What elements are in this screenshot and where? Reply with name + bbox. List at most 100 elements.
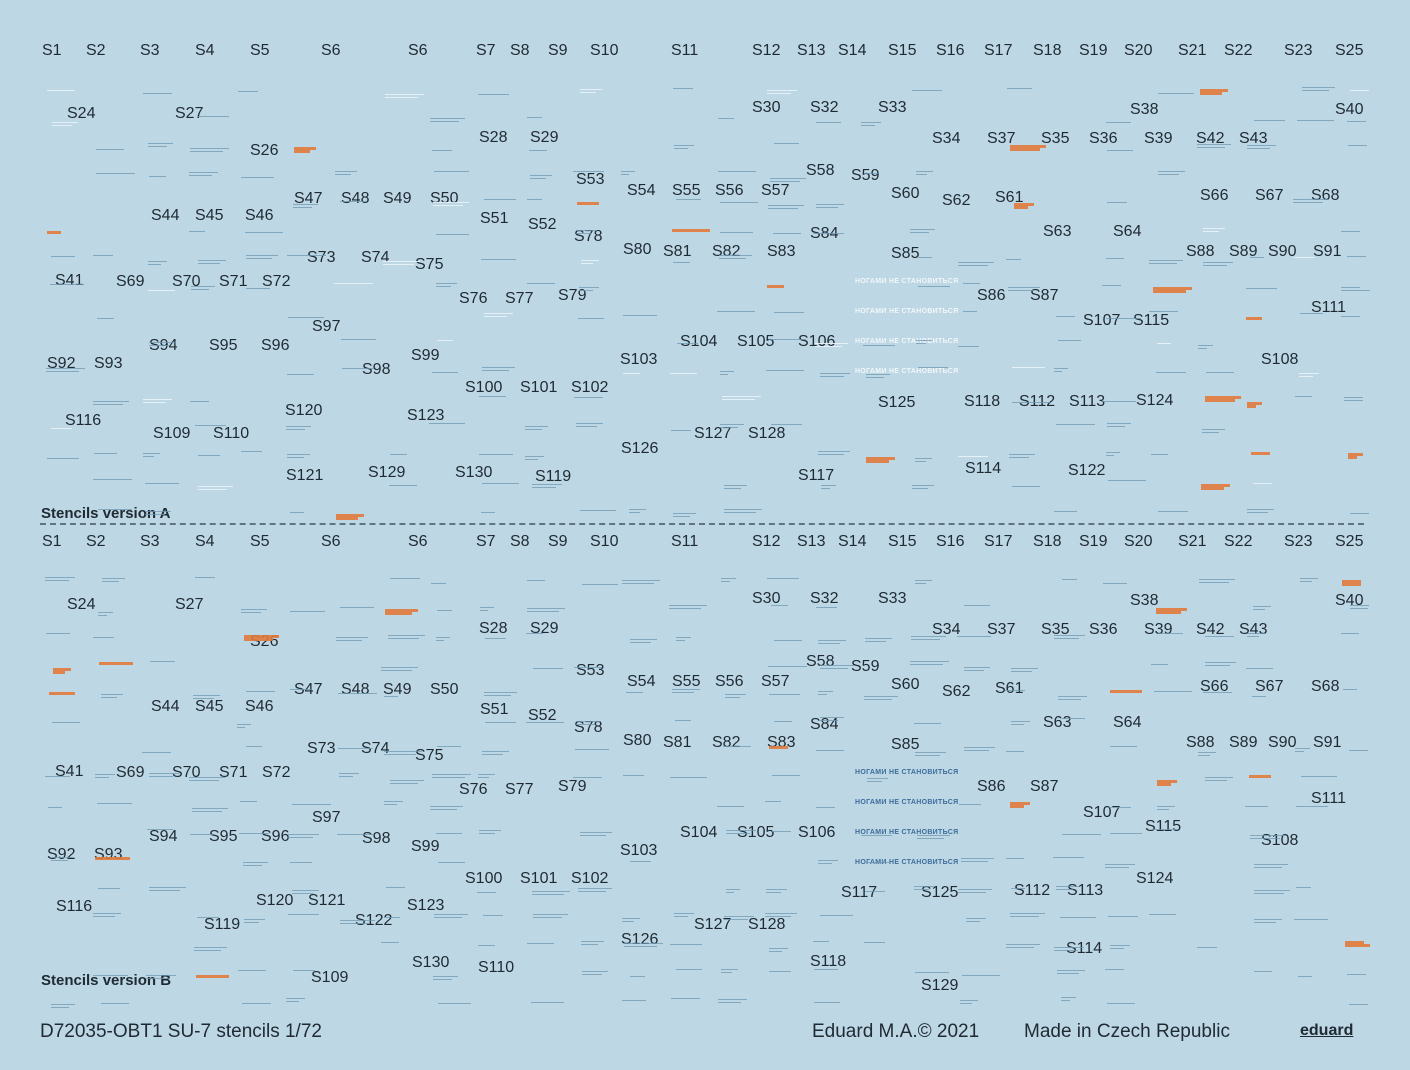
stencil-number-s90: S90 [1268, 243, 1297, 260]
stencil-mark [241, 609, 267, 610]
made-in: Made in Czech Republic [1024, 1021, 1230, 1042]
stencil-number-s111: S111 [1311, 790, 1346, 807]
stencil-mark [191, 289, 209, 290]
stencil-number-s29: S29 [530, 620, 559, 637]
stencil-mark [527, 943, 554, 944]
stencil-mark [1205, 662, 1236, 663]
stencil-mark [958, 892, 986, 893]
stencil-number-s70: S70 [172, 764, 201, 781]
stencil-mark [336, 640, 362, 641]
stencil-mark [341, 339, 376, 340]
stencil-number-s61: S61 [995, 189, 1024, 206]
stencil-mark [1105, 867, 1129, 868]
stencil-mark [721, 581, 730, 582]
stencil-mark [820, 717, 844, 718]
stencil-mark [910, 664, 943, 665]
stencil-mark [816, 207, 838, 208]
stencil-number-s10: S10 [590, 42, 619, 59]
stencil-mark [1297, 120, 1334, 121]
stencil-mark [818, 640, 846, 641]
stencil-mark [1253, 606, 1271, 607]
stencil-mark [102, 581, 119, 582]
stencil-number-s67: S67 [1255, 187, 1284, 204]
stencil-mark [1293, 199, 1329, 200]
stencil-mark [143, 453, 160, 454]
stencil-mark [622, 918, 640, 919]
stencil-mark [1012, 486, 1040, 487]
stencil-mark [1014, 206, 1028, 209]
stencil-mark [1349, 750, 1368, 751]
stencil-mark [1109, 807, 1131, 808]
stencil-number-s20: S20 [1124, 42, 1153, 59]
stencil-mark [1247, 636, 1259, 637]
stencil-mark [1205, 636, 1234, 637]
stencil-mark [821, 488, 830, 489]
stencil-number-s70: S70 [172, 273, 201, 290]
stencil-mark [146, 975, 176, 976]
stencil-mark [482, 483, 519, 484]
stencil-number-s107: S107 [1083, 804, 1121, 821]
stencil-mark [1011, 724, 1024, 725]
stencil-mark [50, 284, 84, 285]
stencil-mark [52, 722, 80, 723]
stencil-number-s6: S6 [408, 42, 428, 59]
stencil-mark [673, 513, 696, 514]
stencil-mark [676, 199, 701, 200]
stencil-mark [963, 311, 977, 312]
stencil-number-s43: S43 [1239, 130, 1268, 147]
stencil-mark [384, 804, 397, 805]
stencil-mark [914, 723, 941, 724]
stencil-mark [53, 671, 65, 674]
stencil-mark [818, 691, 833, 692]
stencil-mark [1010, 802, 1030, 805]
stencil-mark [813, 941, 829, 942]
stencil-mark [479, 833, 495, 834]
stencil-mark [1347, 121, 1366, 122]
stencil-number-s24: S24 [67, 105, 96, 122]
stencil-mark [1203, 262, 1233, 263]
stencil-mark [964, 750, 989, 751]
stencil-mark [670, 944, 702, 945]
stencil-number-s121: S121 [286, 467, 324, 484]
stencil-mark [238, 91, 258, 92]
stencil-number-s48: S48 [341, 190, 370, 207]
stencil-number-s44: S44 [151, 698, 180, 715]
stencil-mark [478, 774, 495, 775]
stencil-number-s91: S91 [1313, 243, 1342, 260]
stencil-mark [145, 483, 179, 484]
stencil-mark [1061, 997, 1076, 998]
stencil-mark [961, 861, 988, 862]
stencil-mark [866, 374, 890, 375]
stencil-number-s10: S10 [590, 533, 619, 550]
stencil-mark [910, 232, 929, 233]
stencil-number-s18: S18 [1033, 42, 1062, 59]
stencil-mark [910, 661, 949, 662]
stencil-number-s5: S5 [250, 533, 270, 550]
stencil-mark [766, 889, 787, 890]
stencil-number-s25: S25 [1335, 533, 1364, 550]
stencil-mark [1300, 578, 1318, 579]
stencil-mark [1054, 950, 1078, 951]
stencil-mark [95, 774, 115, 775]
stencil-number-s129: S129 [368, 464, 406, 481]
stencil-number-s68: S68 [1311, 678, 1340, 695]
stencil-mark [246, 288, 270, 289]
stencil-mark [480, 607, 494, 608]
stencil-mark [820, 373, 850, 374]
stencil-mark [198, 455, 220, 456]
stencil-number-s83: S83 [767, 243, 796, 260]
stencil-mark [818, 643, 840, 644]
stencil-mark [1149, 263, 1177, 264]
stencil-mark [389, 485, 417, 486]
stencil-mark [237, 727, 245, 728]
stencil-mark [573, 777, 602, 778]
stencil-mark [770, 181, 800, 182]
stencil-mark [719, 258, 746, 259]
stencil-number-s17: S17 [984, 42, 1013, 59]
stencil-mark [1342, 583, 1361, 586]
stencil-mark [482, 751, 509, 752]
stencil-mark [816, 122, 841, 123]
stencil-mark [287, 837, 313, 838]
stencil-mark [576, 721, 601, 722]
stencil-mark [195, 425, 226, 426]
